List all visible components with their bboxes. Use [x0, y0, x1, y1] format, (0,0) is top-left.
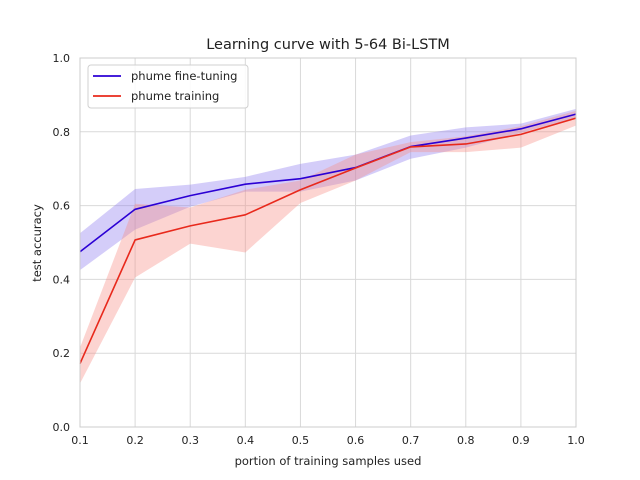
y-tick-label: 0.2: [53, 347, 71, 360]
confidence-band-0: [80, 108, 576, 271]
legend: phume fine-tuning phume training: [87, 64, 249, 109]
y-tick-label: 1.0: [53, 52, 71, 65]
plot-background: [80, 58, 576, 427]
x-tick-label: 0.2: [126, 434, 144, 447]
y-axis-label: test accuracy: [30, 204, 44, 282]
confidence-band-1: [80, 110, 576, 384]
series-line-1: [79, 117, 577, 364]
legend-label-1: phume training: [131, 89, 219, 103]
x-tick-label: 0.1: [71, 434, 89, 447]
x-tick-label: 0.4: [237, 434, 255, 447]
x-axis-label: portion of training samples used: [235, 454, 422, 468]
legend-box: [87, 64, 249, 109]
x-tick-label: 0.5: [292, 434, 310, 447]
plot-area: 0.1 0.2 0.3 0.4 0.5 0.6 0.7 0.8 0.9 1.0 0.0 0.2 0.4 0…: [53, 52, 585, 447]
y-tick-label: 0.8: [53, 126, 71, 139]
plot-frame: [79, 57, 577, 428]
x-tick-label: 0.8: [457, 434, 475, 447]
x-tick-label: 1.0: [567, 434, 585, 447]
y-tick-label: 0.6: [53, 200, 71, 213]
x-tick-label: 0.6: [347, 434, 365, 447]
chart-title: Learning curve with 5-64 Bi-LSTM: [206, 37, 450, 53]
legend-label-0: phume fine-tuning: [131, 69, 237, 83]
series-line-0: [79, 113, 577, 253]
x-tick-label: 0.9: [512, 434, 530, 447]
y-tick-label: 0.4: [53, 273, 71, 286]
x-tick-label: 0.7: [402, 434, 420, 447]
y-tick-label: 0.0: [53, 421, 71, 434]
x-tick-label: 0.3: [181, 434, 199, 447]
